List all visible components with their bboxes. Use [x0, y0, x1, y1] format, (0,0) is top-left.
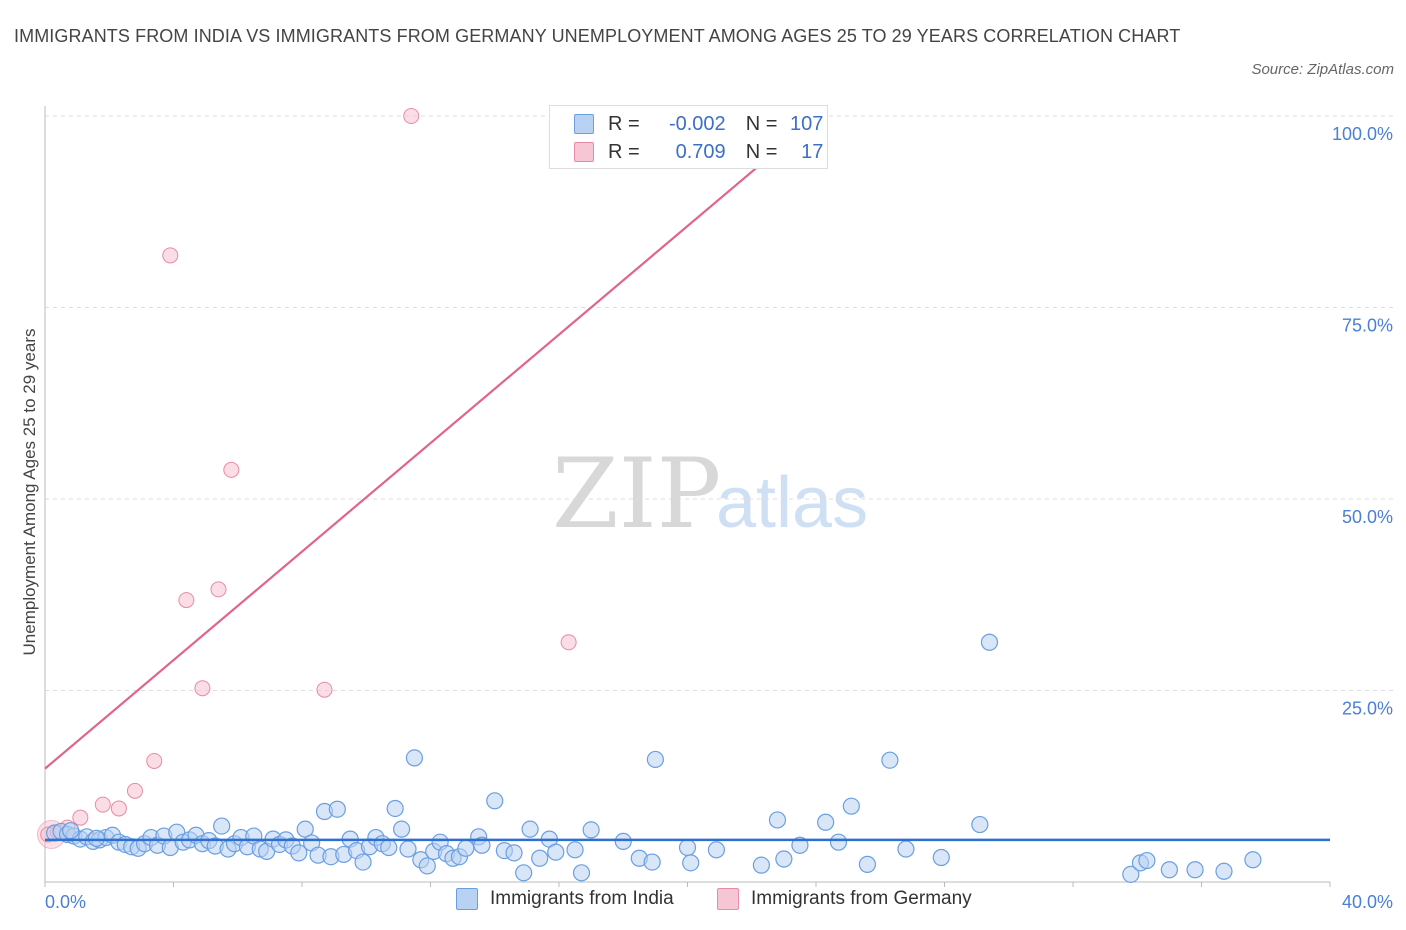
- india-point: [505, 844, 523, 862]
- india-point: [775, 850, 793, 868]
- india-point: [386, 799, 404, 818]
- germany-point: [560, 634, 577, 651]
- india-point: [62, 822, 80, 840]
- india-point: [829, 833, 848, 851]
- germany-trend-line: [44, 116, 817, 770]
- india-point: [678, 838, 697, 857]
- tick-labels: 25.0% 50.0% 75.0% 100.0% 0.0% 40.0%: [45, 124, 1393, 912]
- india-point: [707, 841, 726, 859]
- source-label: Source: ZipAtlas.com: [1251, 61, 1394, 78]
- germany-point: [223, 461, 240, 478]
- x-tick-label-max: 40.0%: [1342, 892, 1393, 912]
- india-point: [399, 840, 417, 858]
- india-point: [531, 849, 549, 867]
- india-n-label: N =: [745, 112, 778, 135]
- india-point: [817, 813, 835, 831]
- india-point: [791, 836, 809, 854]
- india-point: [521, 820, 539, 838]
- germany-point: [403, 108, 420, 124]
- germany-point: [146, 752, 163, 769]
- india-point: [842, 797, 860, 815]
- india-n-value: 107: [790, 112, 824, 135]
- india-point: [980, 633, 999, 651]
- y-tick-label-3: 100.0%: [1332, 124, 1393, 144]
- india-point: [971, 815, 989, 834]
- india-point: [768, 811, 787, 829]
- india-legend-label: Immigrants from India: [490, 888, 674, 909]
- india-point: [643, 853, 661, 871]
- india-point: [752, 856, 770, 874]
- india-point: [296, 820, 314, 838]
- india-point: [932, 848, 950, 867]
- legend-row-germany: R = 0.709 N = 17: [574, 140, 823, 164]
- india-point: [614, 832, 632, 851]
- germany-point: [162, 247, 179, 264]
- india-point: [213, 817, 231, 835]
- india-r-label: R =: [608, 112, 640, 135]
- series-legend: Immigrants from India Immigrants from Ge…: [0, 888, 1406, 916]
- india-point: [897, 840, 915, 858]
- germany-legend-swatch: [717, 888, 739, 910]
- india-point: [328, 800, 346, 818]
- india-point: [405, 749, 424, 767]
- india-legend-swatch: [456, 888, 478, 910]
- india-r-value: -0.002: [668, 112, 726, 135]
- india-swatch: [574, 114, 594, 134]
- india-point: [473, 836, 491, 854]
- chart-title: IMMIGRANTS FROM INDIA VS IMMIGRANTS FROM…: [14, 26, 1181, 46]
- grid: [45, 115, 1395, 691]
- germany-point: [178, 592, 195, 609]
- germany-point: [110, 800, 127, 817]
- legend-row-india: R = -0.002 N = 107: [574, 112, 823, 136]
- india-point: [1122, 865, 1140, 883]
- india-point: [1138, 851, 1156, 870]
- india-point: [354, 853, 372, 871]
- x-tick-label-min: 0.0%: [45, 892, 86, 912]
- watermark-atlas: atlas: [716, 463, 868, 543]
- india-point: [515, 864, 533, 882]
- y-tick-label-2: 75.0%: [1342, 316, 1393, 336]
- india-point: [392, 820, 411, 838]
- india-point: [1215, 862, 1233, 880]
- germany-n-label: N =: [745, 140, 778, 163]
- germany-point: [94, 796, 111, 813]
- india-point: [566, 841, 584, 859]
- india-point: [682, 854, 700, 872]
- y-tick-label-1: 50.0%: [1342, 507, 1393, 527]
- germany-point: [210, 581, 227, 598]
- legend-item-india[interactable]: Immigrants from India: [456, 888, 674, 910]
- india-point: [457, 839, 475, 857]
- india-point: [572, 864, 591, 882]
- trend-lines: [44, 116, 1330, 842]
- india-points: [46, 633, 1262, 883]
- germany-point: [126, 782, 143, 799]
- germany-point: [316, 681, 333, 698]
- india-point: [1160, 861, 1178, 879]
- india-point: [1186, 861, 1204, 879]
- india-point: [547, 843, 565, 861]
- germany-point: [72, 809, 89, 826]
- india-point: [1244, 851, 1262, 869]
- germany-n-value: 17: [801, 140, 824, 163]
- india-point: [290, 844, 308, 862]
- legend-item-germany[interactable]: Immigrants from Germany: [717, 888, 972, 910]
- watermark-zip: ZIP: [552, 438, 721, 550]
- india-point: [646, 750, 664, 769]
- axes: [44, 106, 1331, 887]
- india-point: [582, 821, 600, 839]
- india-point: [87, 829, 106, 847]
- germany-r-value: 0.709: [675, 140, 726, 163]
- germany-legend-label: Immigrants from Germany: [751, 888, 972, 909]
- germany-swatch: [574, 142, 594, 162]
- india-point: [380, 838, 398, 857]
- india-point: [418, 857, 436, 875]
- germany-r-label: R =: [608, 140, 640, 163]
- correlation-legend: R = -0.002 N = 107 R = 0.709 N = 17: [549, 105, 828, 169]
- india-point: [486, 792, 504, 810]
- y-tick-label-0: 25.0%: [1342, 699, 1393, 719]
- germany-point: [194, 680, 211, 697]
- india-point: [881, 751, 899, 769]
- india-point: [858, 855, 877, 873]
